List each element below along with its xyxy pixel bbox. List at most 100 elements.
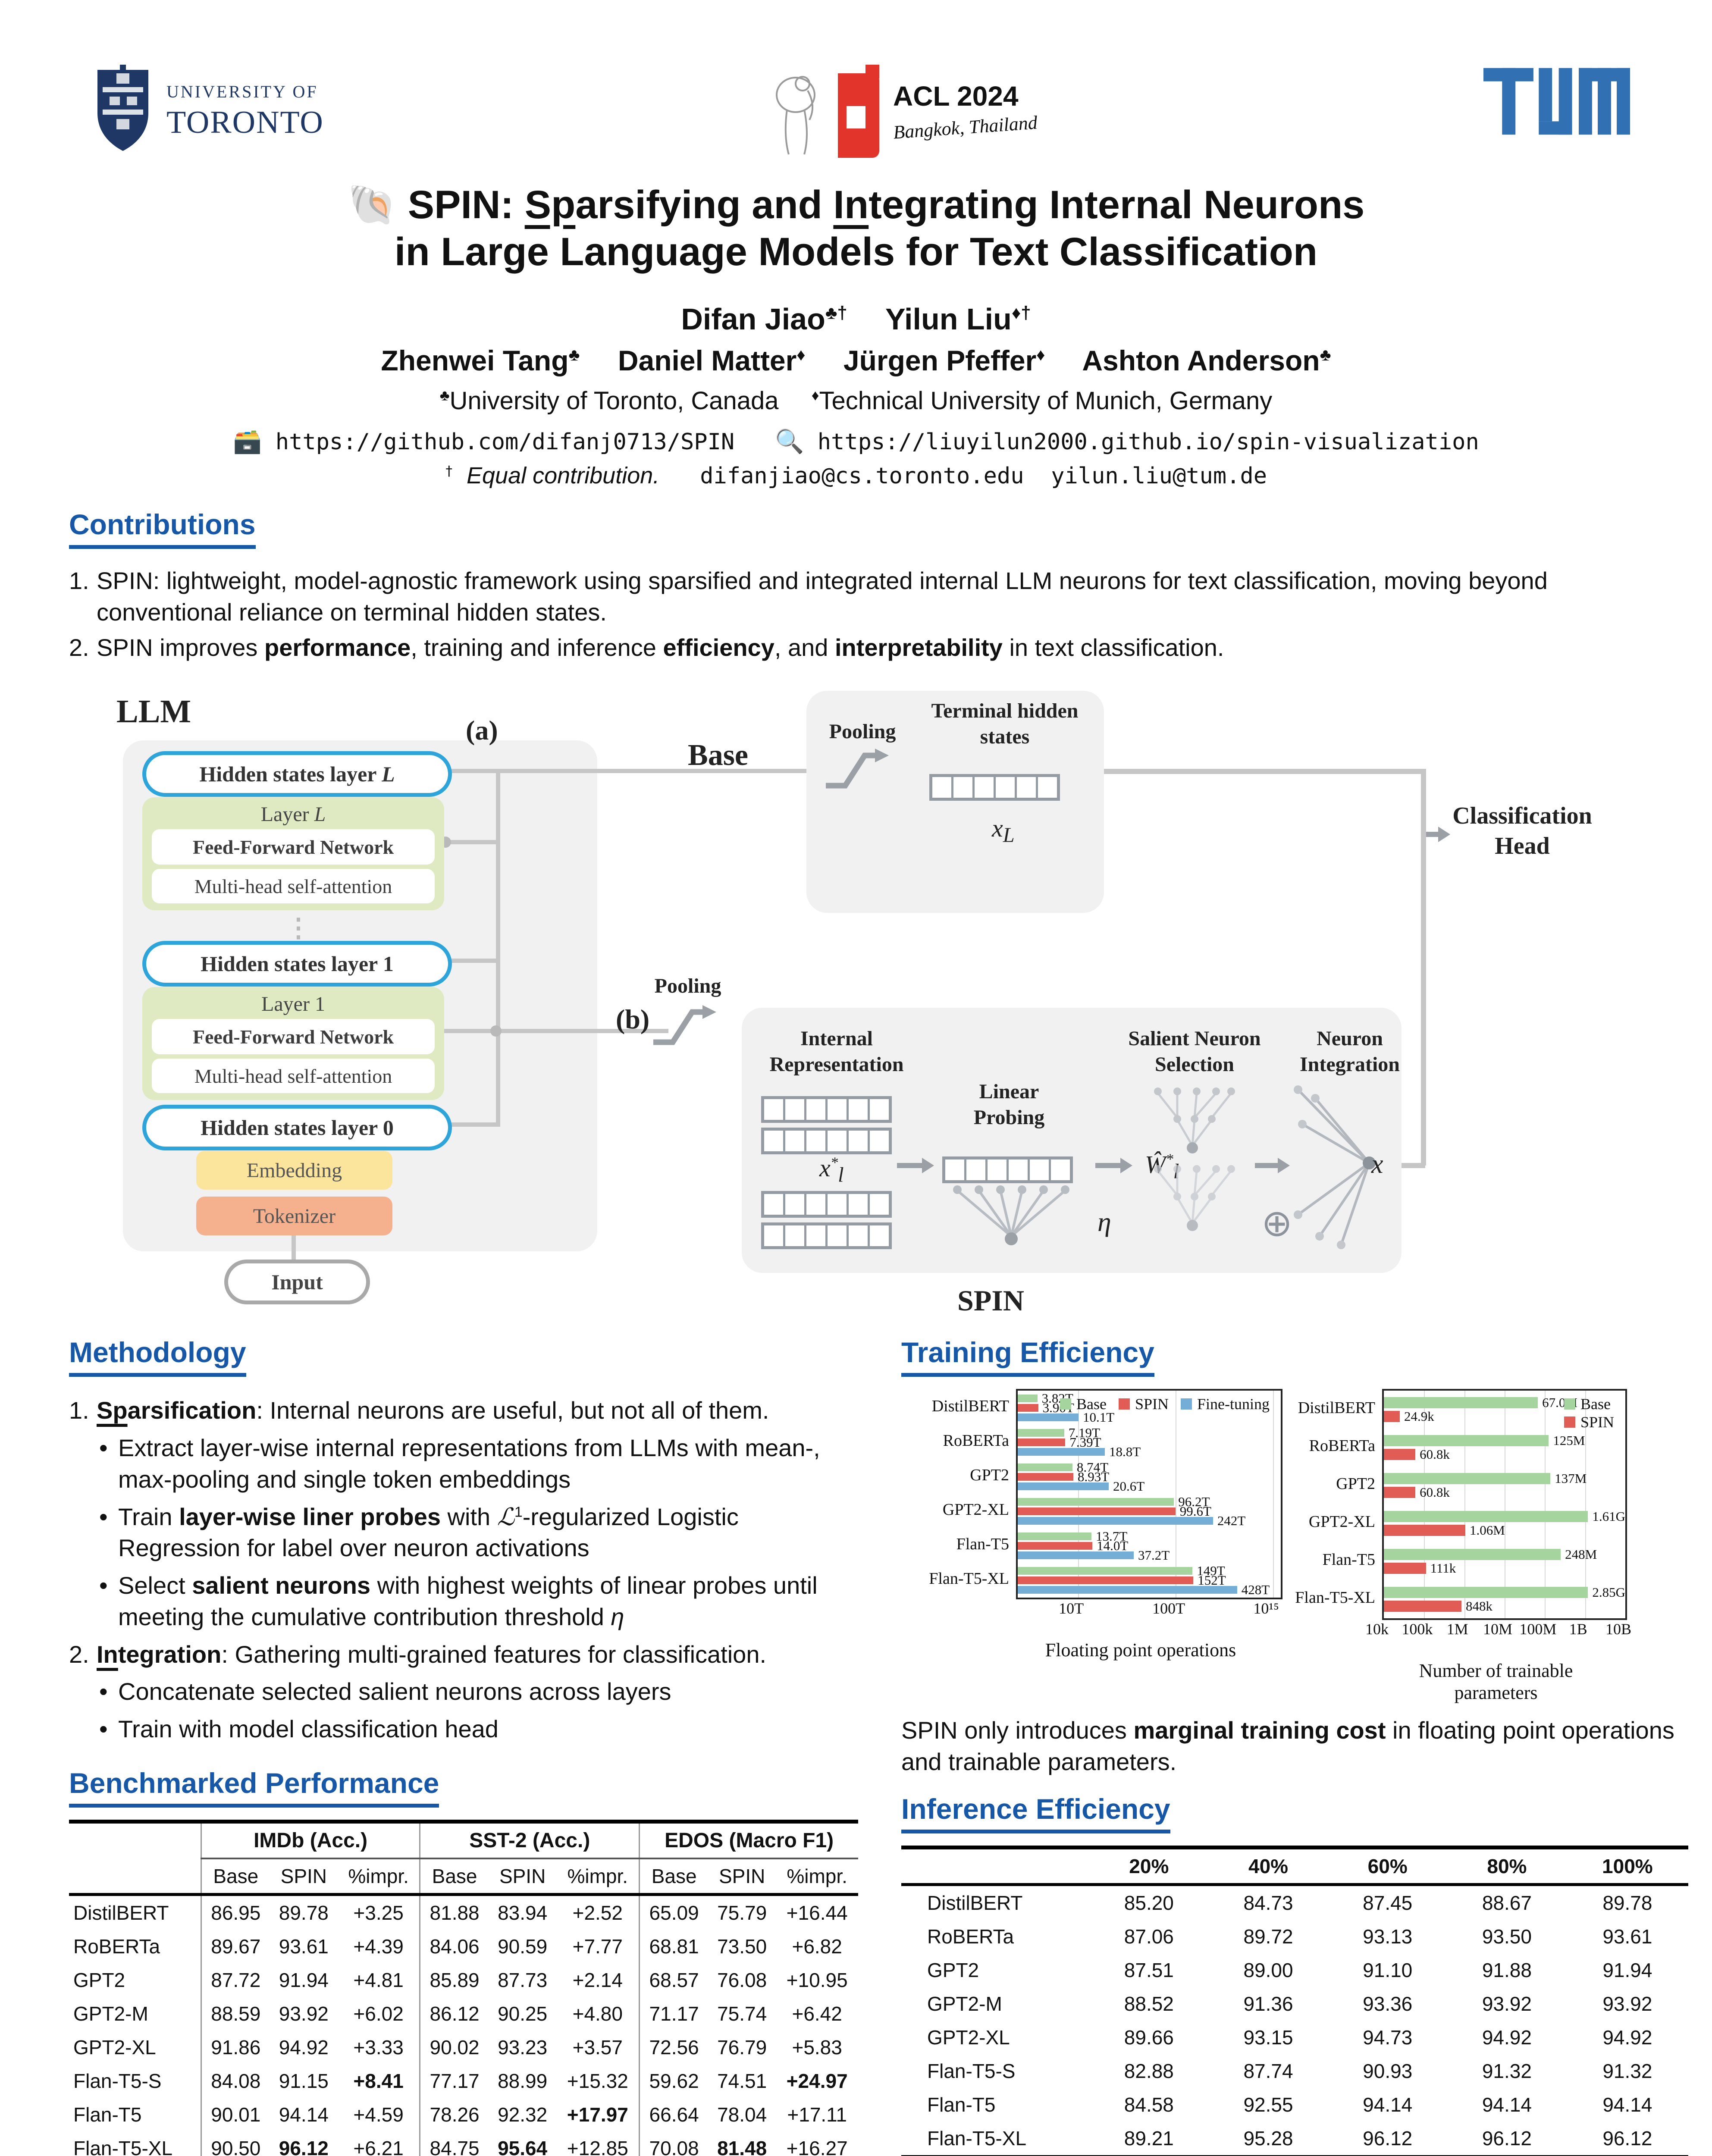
table-cell: 94.92 (279, 2036, 329, 2059)
table-cell: +4.80 (572, 2002, 623, 2025)
table-cell: 91.32 (1602, 2059, 1652, 2082)
bar-spin (1384, 1563, 1426, 1574)
table-row: Flan-T5-XL 89.21 95.28 96.12 96.12 96.12 (901, 2122, 1688, 2156)
table-cell: 91.88 (1482, 1959, 1532, 1981)
embedding-box: Embedding (196, 1151, 392, 1190)
table-cell: 95.64 (498, 2137, 548, 2156)
axis-tick-label: 1B (1569, 1620, 1587, 1638)
acl-title: ACL 2024 (893, 81, 1019, 112)
authors-row-2: Zhenwei Tang♣ Daniel Matter♦ Jürgen Pfef… (0, 344, 1712, 377)
tokenizer-box: Tokenizer (196, 1197, 392, 1236)
hidden-states-L: Hidden states layer L (142, 751, 452, 797)
table-cell: 91.32 (1482, 2059, 1532, 2082)
header: UNIVERSITY OF TORONTO (0, 0, 1712, 166)
bar-value-label: 111k (1430, 1561, 1456, 1576)
table-cell: +24.97 (786, 2070, 848, 2093)
bar-value-label: 248M (1565, 1547, 1597, 1562)
axis-category-label: DistilBERT (931, 1397, 1009, 1416)
benchmark-heading: Benchmarked Performance (69, 1767, 439, 1808)
table-cell: 94.14 (1602, 2093, 1652, 2116)
table-cell: 66.64 (639, 2098, 708, 2132)
bar-base (1018, 1395, 1038, 1403)
table-cell: 96.12 (279, 2137, 329, 2156)
author: Difan Jiao♣† (681, 302, 847, 336)
internal-vector-1 (761, 1096, 892, 1123)
table-row: Flan-T5-S 84.08 91.15 +8.41 77.17 88.99 +15.32… (69, 2064, 858, 2098)
table-cell: 75.79 (717, 1902, 767, 1924)
table-row: Flan-T5 84.58 92.55 94.14 94.14 94.14 (901, 2088, 1688, 2122)
table-cell: +16.44 (786, 1902, 848, 1924)
table-cell: 90.25 (498, 2002, 548, 2025)
layer-1-box: Layer 1 Feed-Forward Network Multi-head … (142, 987, 444, 1100)
bar-value-label: 125M (1553, 1433, 1585, 1448)
table-cell: 87.45 (1363, 1891, 1413, 1914)
table-cell: 94.14 (1363, 2093, 1413, 2116)
table-cell: 86.12 (419, 1997, 489, 2031)
architecture-diagram: LLM Hidden states layer L Layer L Feed-F… (0, 671, 1712, 1320)
visualization-link[interactable]: https://liuyilun2000.github.io/spin-visu… (817, 429, 1479, 455)
ellipsis: ⋮ (285, 913, 311, 943)
base-box (806, 691, 1104, 913)
axis-tick-label: 1M (1446, 1620, 1468, 1638)
bar-spin (1384, 1411, 1400, 1423)
table-cell: 88.99 (498, 2070, 548, 2093)
axis-category-label: RoBERTa (943, 1432, 1009, 1450)
ffn-L: Feed-Forward Network (152, 829, 435, 865)
axis-tick-label: 100T (1152, 1600, 1185, 1617)
oplus-symbol: ⊕ (1261, 1202, 1293, 1245)
table-cell: 84.06 (419, 1930, 489, 1964)
table-cell: 91.15 (279, 2070, 329, 2093)
table-row: RoBERTa 87.06 89.72 93.13 93.50 93.61 (901, 1920, 1688, 1953)
bar-fine-tuning (1018, 1448, 1105, 1456)
table-cell: 95.28 (1243, 2127, 1293, 2150)
bar-spin (1018, 1507, 1176, 1516)
tum-logo (1483, 65, 1630, 140)
table-cell: 76.79 (717, 2036, 767, 2059)
bar-value-label: 60.8k (1420, 1447, 1450, 1462)
email-1: difanjiao@cs.toronto.edu (700, 463, 1024, 489)
table-cell: 89.21 (1124, 2127, 1174, 2150)
table-cell: 88.52 (1124, 1992, 1174, 2015)
bar-spin (1018, 1473, 1073, 1481)
table-cell: +15.32 (567, 2070, 628, 2093)
b-label: (b) (616, 1004, 650, 1035)
table-cell: 93.36 (1363, 1992, 1413, 2015)
table-cell: 78.04 (717, 2103, 767, 2126)
page-title: 🐚 SPIN: Sparsifying and Integrating Inte… (347, 183, 1365, 274)
table-row: GPT2-M 88.59 93.92 +6.02 86.12 90.25 +4.80 71.1… (69, 1997, 858, 2031)
bar-fine-tuning (1018, 1413, 1079, 1422)
mhsa-1: Multi-head self-attention (152, 1059, 435, 1094)
hidden-states-1: Hidden states layer 1 (142, 941, 452, 987)
table-cell: 89.00 (1243, 1959, 1293, 1981)
table-cell: +5.83 (792, 2036, 842, 2059)
internal-vector-2 (761, 1128, 892, 1155)
bar-value-label: 60.8k (1420, 1485, 1450, 1500)
table-cell: 96.12 (1363, 2127, 1413, 2150)
axis-category-label: DistilBERT (1298, 1399, 1375, 1417)
bar-value-label: 24.9k (1404, 1409, 1434, 1424)
bar-value-label: 99.6T (1179, 1504, 1211, 1519)
shell-icon: 🐚 (347, 183, 397, 227)
table-cell: 74.51 (717, 2070, 767, 2093)
terminal-hidden-states-label: Terminal hidden states (931, 699, 1079, 749)
flops-chart: DistilBERT RoBERTa GPT2 GPT2-XL Flan-T5 Flan-… (901, 1389, 1282, 1661)
bar-value-label: 8.74T (1076, 1460, 1109, 1475)
table-cell: 73.50 (717, 1935, 767, 1958)
table-row: Flan-T5 90.01 94.14 +4.59 78.26 92.32 +17.97 66… (69, 2098, 858, 2132)
table-cell: +3.57 (572, 2036, 623, 2059)
bar-spin (1018, 1404, 1038, 1412)
table-cell: 88.67 (1482, 1891, 1532, 1914)
internal-representation-label: Internal Representation (769, 1027, 904, 1076)
table-cell: 87.74 (1243, 2059, 1293, 2082)
github-link[interactable]: https://github.com/difanj0713/SPIN (275, 429, 735, 455)
axis-category-label: GPT2-XL (1308, 1513, 1375, 1531)
bar-fine-tuning (1018, 1482, 1109, 1491)
table-row: GPT2-XL 91.86 94.92 +3.33 90.02 93.23 +3.57 72.… (69, 2031, 858, 2065)
table-cell: 68.81 (639, 1930, 708, 1964)
table-cell: 90.01 (200, 2098, 270, 2132)
table-row: GPT2-M 88.52 91.36 93.36 93.92 93.92 (901, 1987, 1688, 2021)
bar-base (1018, 1498, 1174, 1506)
table-cell: 90.93 (1363, 2059, 1413, 2082)
bar-base (1384, 1511, 1588, 1523)
w-star-label: Ŵ*l (1145, 1150, 1179, 1183)
